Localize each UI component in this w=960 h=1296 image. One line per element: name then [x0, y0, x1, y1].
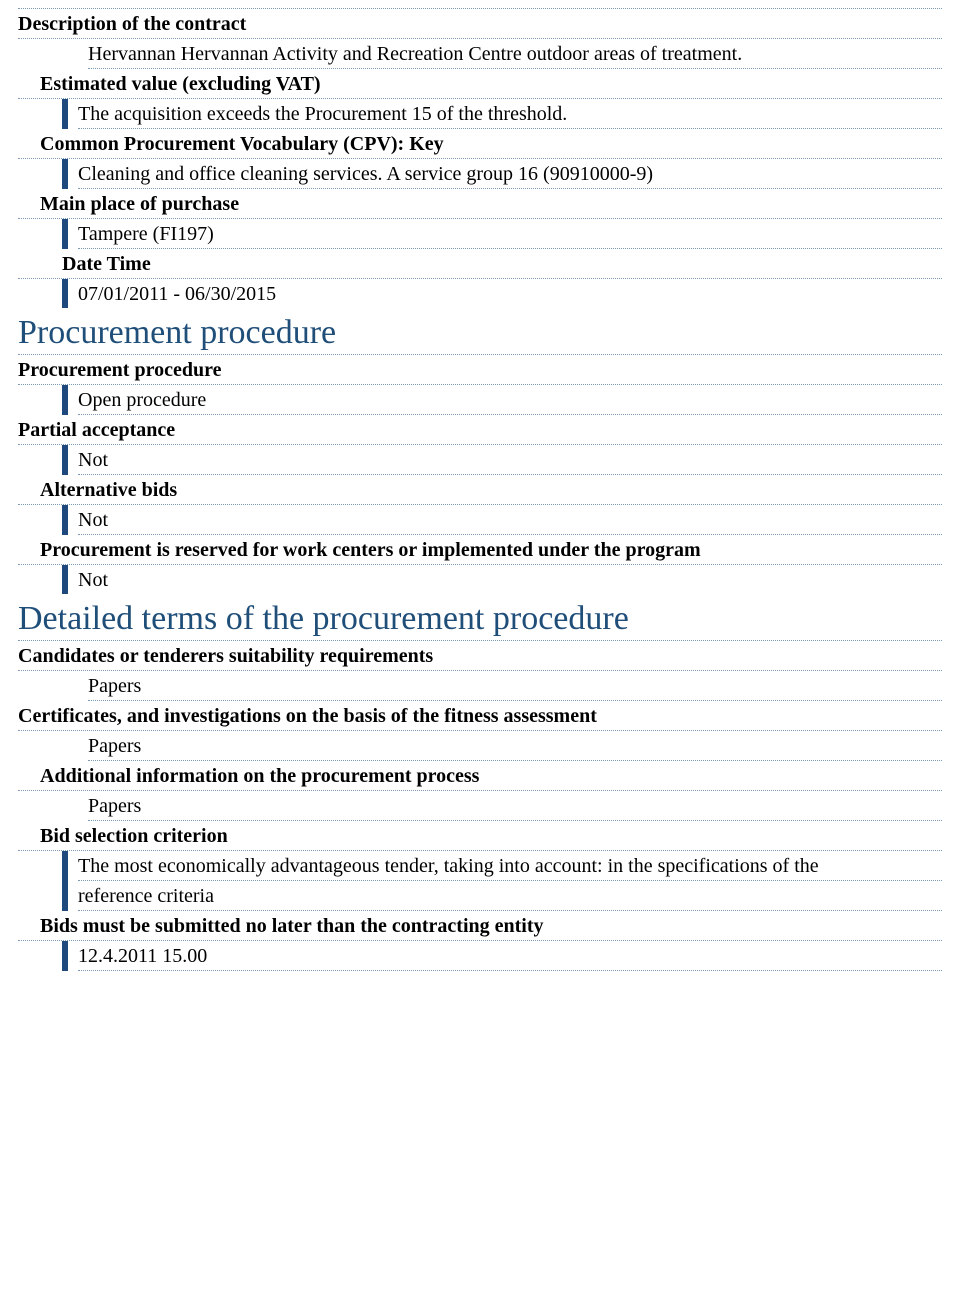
description-label: Description of the contract	[18, 9, 942, 38]
date-time-label: Date Time	[62, 249, 942, 278]
cpv-value: Cleaning and office cleaning services. A…	[78, 159, 942, 188]
estimated-value-value: The acquisition exceeds the Procurement …	[78, 99, 942, 128]
selection-value-line2: reference criteria	[78, 881, 942, 910]
cpv-label: Common Procurement Vocabulary (CPV): Key	[40, 129, 942, 158]
reserved-value: Not	[78, 565, 942, 594]
certificates-value: Papers	[88, 731, 942, 760]
selection-label: Bid selection criterion	[40, 821, 942, 850]
date-time-value: 07/01/2011 - 06/30/2015	[78, 279, 942, 308]
description-value-row: Hervannan Hervannan Activity and Recreat…	[78, 39, 942, 69]
date-time-value-row: 07/01/2011 - 06/30/2015	[62, 279, 942, 308]
deadline-label: Bids must be submitted no later than the…	[40, 911, 942, 940]
reserved-label: Procurement is reserved for work centers…	[40, 535, 942, 564]
deadline-value-row: 12.4.2011 15.00	[62, 941, 942, 971]
procurement-heading: Procurement procedure	[18, 308, 942, 354]
procedure-value-row: Open procedure	[62, 385, 942, 415]
altbids-value-row: Not	[62, 505, 942, 535]
estimated-value-label: Estimated value (excluding VAT)	[40, 69, 942, 98]
procedure-label: Procurement procedure	[18, 355, 942, 384]
description-value: Hervannan Hervannan Activity and Recreat…	[88, 39, 942, 68]
deadline-value: 12.4.2011 15.00	[78, 941, 942, 970]
reserved-value-row: Not	[62, 565, 942, 594]
partial-label: Partial acceptance	[18, 415, 942, 444]
partial-value: Not	[78, 445, 942, 474]
selection-value-line1: The most economically advantageous tende…	[78, 851, 942, 880]
cpv-value-row: Cleaning and office cleaning services. A…	[62, 159, 942, 189]
main-place-value-row: Tampere (FI197)	[62, 219, 942, 249]
altbids-value: Not	[78, 505, 942, 534]
certificates-value-row: Papers	[78, 731, 942, 761]
certificates-label: Certificates, and investigations on the …	[18, 701, 942, 730]
main-place-value: Tampere (FI197)	[78, 219, 942, 248]
candidates-label: Candidates or tenderers suitability requ…	[18, 641, 942, 670]
selection-value-row: The most economically advantageous tende…	[62, 851, 942, 911]
candidates-value-row: Papers	[78, 671, 942, 701]
additional-value: Papers	[88, 791, 942, 820]
altbids-label: Alternative bids	[40, 475, 942, 504]
partial-value-row: Not	[62, 445, 942, 475]
main-place-label: Main place of purchase	[40, 189, 942, 218]
additional-label: Additional information on the procuremen…	[40, 761, 942, 790]
candidates-value: Papers	[88, 671, 942, 700]
additional-value-row: Papers	[78, 791, 942, 821]
procedure-value: Open procedure	[78, 385, 942, 414]
estimated-value-row: The acquisition exceeds the Procurement …	[62, 99, 942, 129]
terms-heading: Detailed terms of the procurement proced…	[18, 594, 942, 640]
